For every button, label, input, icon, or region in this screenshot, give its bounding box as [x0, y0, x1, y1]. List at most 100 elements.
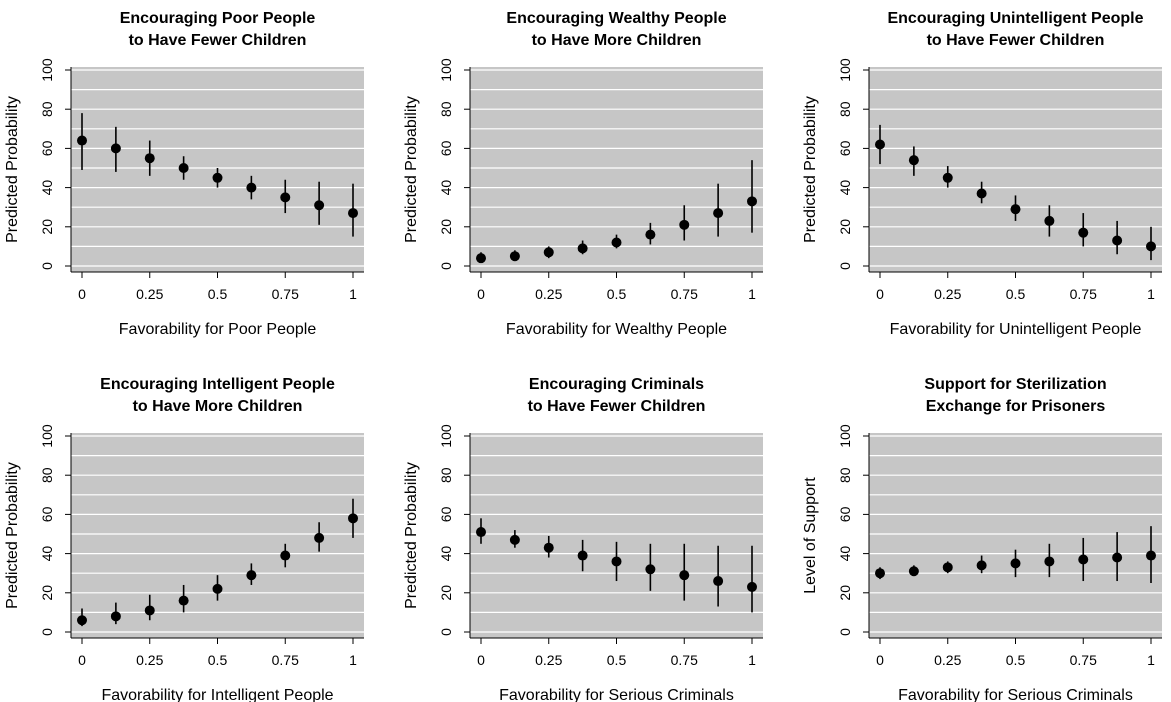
data-point — [280, 550, 291, 561]
data-point — [1078, 554, 1089, 565]
x-tick-label: 0 — [78, 652, 86, 668]
y-tick-label: 60 — [438, 506, 454, 522]
x-tick-label: 0.25 — [535, 652, 562, 668]
y-tick-label: 20 — [39, 585, 55, 601]
data-point — [1010, 558, 1021, 569]
data-point — [577, 550, 588, 561]
chart-title-line-1: Encouraging Poor People — [120, 10, 316, 27]
y-tick-label: 60 — [39, 506, 55, 522]
data-point — [747, 581, 757, 592]
chart-title-line-1: Support for Sterilization — [924, 376, 1106, 393]
data-point — [1044, 556, 1055, 567]
data-point — [110, 611, 121, 622]
data-point — [875, 568, 885, 579]
data-point — [144, 153, 155, 164]
data-point — [611, 237, 622, 248]
chart-title-line-2: to Have More Children — [133, 398, 303, 415]
x-tick-label: 0.5 — [607, 286, 627, 302]
y-tick-label: 40 — [837, 180, 853, 196]
y-tick-label: 60 — [837, 506, 853, 522]
x-tick-label: 0.25 — [136, 652, 163, 668]
x-tick-label: 0.75 — [272, 286, 299, 302]
data-point — [212, 583, 223, 594]
chart-title-line-1: Encouraging Wealthy People — [506, 10, 726, 27]
data-point — [1112, 235, 1123, 246]
x-tick-label: 0 — [876, 286, 884, 302]
data-point — [110, 143, 121, 154]
data-point — [543, 542, 554, 553]
x-axis-label: Favorability for Serious Criminals — [499, 687, 734, 702]
y-tick-label: 0 — [438, 262, 454, 270]
data-point — [713, 208, 724, 219]
y-tick-label: 40 — [39, 180, 55, 196]
data-point — [645, 229, 656, 240]
x-tick-label: 0.25 — [535, 286, 562, 302]
y-tick-label: 80 — [837, 101, 853, 117]
chart-panel-5: Encouraging Criminals to Have Fewer Child… — [403, 376, 763, 702]
data-point — [246, 182, 257, 193]
plot-background — [470, 433, 763, 638]
data-point — [577, 243, 588, 254]
data-point — [611, 556, 622, 567]
y-axis-label: Predicted Probability — [4, 96, 21, 243]
y-tick-label: 60 — [39, 140, 55, 156]
data-point — [1044, 215, 1055, 226]
x-tick-label: 1 — [1147, 652, 1155, 668]
x-tick-label: 0.25 — [934, 652, 961, 668]
chart-title-line-2: to Have Fewer Children — [129, 32, 307, 49]
chart-title-line-2: to Have Fewer Children — [927, 32, 1105, 49]
x-tick-label: 0.75 — [671, 286, 698, 302]
y-tick-label: 80 — [39, 467, 55, 483]
y-tick-label: 40 — [438, 546, 454, 562]
y-tick-label: 100 — [39, 58, 55, 82]
data-point — [747, 196, 757, 207]
data-point — [314, 532, 325, 543]
data-point — [976, 188, 987, 199]
y-tick-label: 60 — [837, 140, 853, 156]
y-tick-label: 100 — [39, 424, 55, 448]
x-axis-label: Favorability for Serious Criminals — [898, 687, 1133, 702]
x-tick-label: 1 — [349, 652, 357, 668]
x-tick-label: 0.25 — [934, 286, 961, 302]
data-point — [1078, 227, 1089, 238]
data-point — [77, 135, 87, 146]
x-axis-label: Favorability for Unintelligent People — [890, 321, 1142, 338]
data-point — [1112, 552, 1123, 563]
x-tick-label: 0 — [477, 286, 485, 302]
data-point — [476, 527, 486, 538]
data-point — [280, 192, 291, 203]
chart-panel-2: Encouraging Wealthy People to Have More C… — [403, 10, 763, 338]
x-tick-label: 0.75 — [671, 652, 698, 668]
data-point — [1010, 204, 1021, 215]
data-point — [976, 560, 987, 571]
x-tick-label: 1 — [748, 286, 756, 302]
data-point — [1146, 241, 1156, 252]
y-tick-label: 20 — [837, 219, 853, 235]
x-tick-label: 1 — [349, 286, 357, 302]
x-axis-label: Favorability for Intelligent People — [101, 687, 333, 702]
y-tick-label: 0 — [39, 628, 55, 636]
x-tick-label: 0.75 — [1070, 652, 1097, 668]
y-tick-label: 80 — [39, 101, 55, 117]
data-point — [509, 534, 520, 545]
y-tick-label: 20 — [438, 585, 454, 601]
x-tick-label: 0.5 — [1006, 286, 1026, 302]
y-tick-label: 100 — [837, 58, 853, 82]
y-tick-label: 0 — [438, 628, 454, 636]
chart-title-line-2: Exchange for Prisoners — [926, 398, 1106, 415]
data-point — [246, 570, 257, 581]
x-tick-label: 0.75 — [1070, 286, 1097, 302]
data-point — [509, 251, 520, 262]
y-axis-label: Predicted Probability — [403, 96, 420, 243]
x-axis-label: Favorability for Poor People — [119, 321, 317, 338]
x-tick-label: 1 — [748, 652, 756, 668]
y-tick-label: 80 — [837, 467, 853, 483]
data-point — [875, 139, 885, 150]
chart-panel-6: Support for Sterilization Exchange for Pr… — [802, 376, 1162, 702]
chart-title-line-2: to Have More Children — [532, 32, 702, 49]
data-point — [348, 513, 358, 524]
y-tick-label: 20 — [837, 585, 853, 601]
x-tick-label: 0 — [876, 652, 884, 668]
y-tick-label: 100 — [438, 424, 454, 448]
data-point — [645, 564, 656, 575]
